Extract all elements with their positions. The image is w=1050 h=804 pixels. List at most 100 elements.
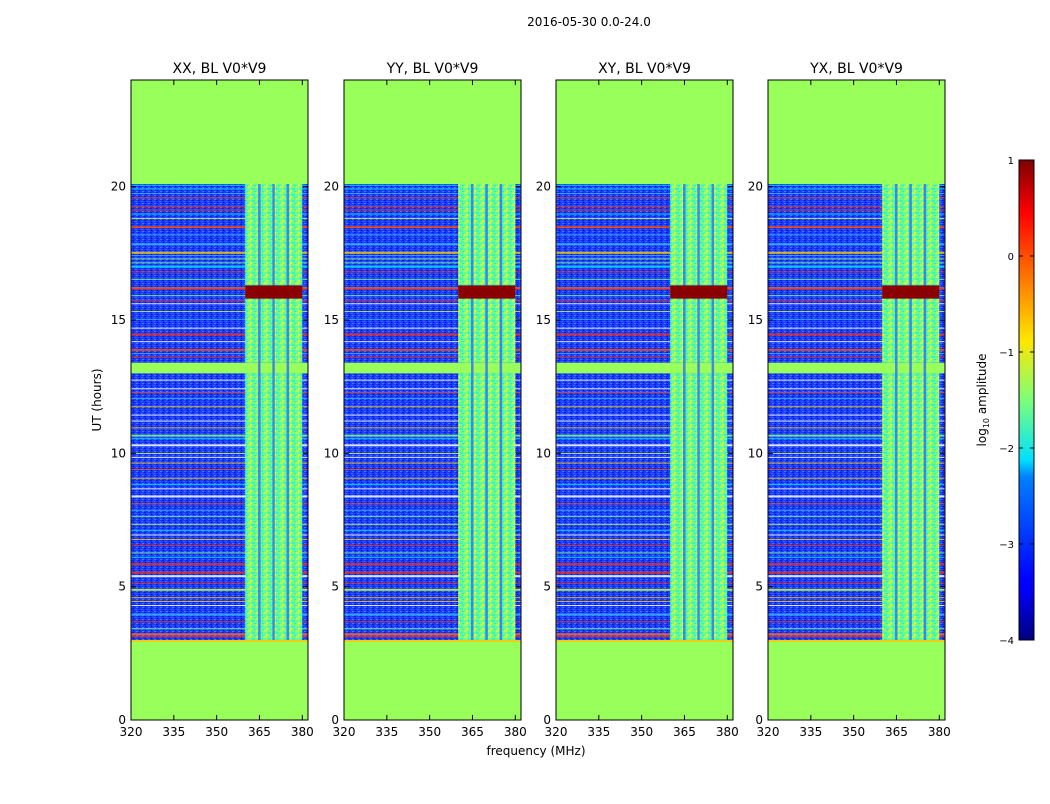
colorbar-tick-label: 1 [1008, 156, 1014, 167]
rfi-line [556, 397, 733, 399]
rfi-line [344, 295, 521, 297]
rfi-line [131, 226, 308, 229]
rfi-line [344, 205, 521, 207]
rfi-line [344, 462, 521, 464]
y-tick-label: 15 [324, 313, 339, 327]
x-tick-label: 350 [418, 725, 441, 739]
rfi-line [131, 217, 308, 219]
band-stripe [499, 184, 503, 640]
rfi-line [768, 265, 945, 268]
rfi-line [344, 226, 521, 229]
rfi-line [556, 621, 733, 623]
rfi-line [768, 640, 945, 642]
rfi-line [768, 295, 945, 297]
rfi-line [556, 295, 733, 297]
x-tick-label: 380 [504, 725, 527, 739]
rfi-line [131, 613, 308, 616]
rfi-line [768, 434, 945, 437]
rfi-line [344, 552, 521, 554]
x-tick-label: 320 [757, 725, 780, 739]
rfi-line [768, 488, 945, 490]
colorbar-tick-label: −2 [999, 444, 1014, 455]
rfi-line [556, 318, 733, 320]
rfi-line [556, 353, 733, 355]
rfi-line [344, 628, 521, 630]
rfi-line [768, 633, 945, 636]
rfi-line [556, 600, 733, 602]
strong-rfi-line [768, 287, 945, 290]
rfi-line [131, 628, 308, 630]
rfi-line [344, 640, 521, 642]
rfi-line [344, 509, 521, 511]
rfi-line [131, 621, 308, 623]
rfi-line [131, 391, 308, 393]
panel-yy: YY, BL V0*V9 320 335 350 365 380 0 5 10 15 20 frequ… [324, 61, 586, 758]
rfi-line [768, 197, 945, 199]
rfi-line [131, 420, 308, 422]
rfi-line [556, 193, 733, 195]
rfi-line [131, 605, 308, 607]
rfi-line [556, 538, 733, 540]
rfi-line [344, 597, 521, 599]
rfi-line [344, 406, 521, 408]
band-stripe [923, 184, 927, 640]
rfi-line [131, 271, 308, 273]
band-stripe [485, 184, 488, 640]
rfi-line [556, 597, 733, 599]
rfi-line [344, 209, 521, 211]
y-tick-label: 5 [755, 580, 763, 594]
rfi-line [131, 488, 308, 490]
y-tick-label: 0 [755, 713, 763, 727]
rfi-line [768, 495, 945, 498]
rfi-line [344, 613, 521, 616]
flagged-gap [556, 362, 733, 374]
y-tick-label: 5 [118, 580, 126, 594]
rfi-line [768, 251, 945, 254]
rfi-line [131, 563, 308, 566]
rfi-line [768, 213, 945, 215]
rfi-line [344, 327, 521, 329]
rfi-line [768, 258, 945, 260]
rfi-line [131, 414, 308, 416]
rfi-line [344, 311, 521, 313]
rfi-line [344, 556, 521, 558]
panel-yx: YX, BL V0*V9 320 335 350 365 380 0 5 10 15 20 [748, 61, 951, 739]
rfi-line [131, 434, 308, 437]
rfi-line [131, 495, 308, 498]
rfi-line [344, 452, 521, 454]
x-tick-label: 335 [162, 725, 185, 739]
rfi-line [556, 348, 733, 351]
rfi-line [131, 255, 308, 257]
x-tick-label: 365 [248, 725, 271, 739]
rfi-line [768, 234, 945, 236]
rfi-line [768, 427, 945, 429]
rfi-line [768, 205, 945, 207]
rfi-line [556, 483, 733, 485]
rfi-line [556, 503, 733, 505]
band-stripe [895, 184, 898, 640]
y-tick-label: 5 [543, 580, 551, 594]
rfi-line [344, 495, 521, 498]
rfi-line [344, 353, 521, 355]
rfi-line [344, 197, 521, 199]
y-tick-label: 15 [748, 313, 763, 327]
rfi-line [768, 588, 945, 591]
rfi-line [768, 509, 945, 511]
rfi-line [344, 605, 521, 607]
rfi-line [344, 523, 521, 525]
rfi-line [768, 605, 945, 607]
rfi-line [131, 303, 308, 305]
rfi-line [768, 544, 945, 546]
rfi-line [556, 406, 733, 408]
rfi-line [131, 552, 308, 554]
rfi-line [768, 600, 945, 602]
rfi-line [344, 234, 521, 236]
rfi-line [344, 243, 521, 246]
rfi-line [131, 353, 308, 355]
rfi-line [344, 420, 521, 422]
rfi-line [131, 213, 308, 215]
y-tick-label: 20 [324, 180, 339, 194]
rfi-line [344, 571, 521, 574]
panel-xx: XX, BL V0*V9 320 335 350 365 380 0 5 10 15 20 UT (h… [90, 61, 314, 739]
